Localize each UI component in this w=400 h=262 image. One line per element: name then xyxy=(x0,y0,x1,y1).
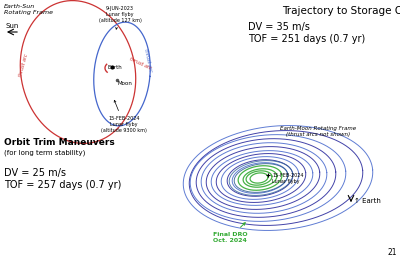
Text: TOF = 257 days (0.7 yr): TOF = 257 days (0.7 yr) xyxy=(4,180,121,190)
Text: Earth-Sun
Rotating Frame: Earth-Sun Rotating Frame xyxy=(4,4,53,15)
Text: 9-JUN-2023
Lunar flyby
(altitude 127 km): 9-JUN-2023 Lunar flyby (altitude 127 km) xyxy=(98,6,142,29)
Text: thrust arc: thrust arc xyxy=(18,53,30,77)
Text: Trajectory to Storage Orbit: Trajectory to Storage Orbit xyxy=(282,6,400,16)
Text: TOF = 251 days (0.7 yr): TOF = 251 days (0.7 yr) xyxy=(248,34,365,44)
Text: DV = 25 m/s: DV = 25 m/s xyxy=(4,168,66,178)
Text: Orbit Trim Maneuvers: Orbit Trim Maneuvers xyxy=(4,138,115,147)
Text: Earth: Earth xyxy=(107,65,122,70)
Text: thrust arc: thrust arc xyxy=(129,57,152,71)
Text: 15-FEB-2024
Lunar flyby
(altitude 9300 km): 15-FEB-2024 Lunar flyby (altitude 9300 k… xyxy=(101,100,147,133)
Text: Earth-Moon Rotating Frame
(thrust arcs not shown): Earth-Moon Rotating Frame (thrust arcs n… xyxy=(280,126,356,137)
Text: ↑ Earth: ↑ Earth xyxy=(354,198,381,204)
Text: Sun: Sun xyxy=(6,23,19,29)
Text: 15-FEB-2024
Lunar flyby: 15-FEB-2024 Lunar flyby xyxy=(272,173,304,184)
Text: Final DRO
Oct. 2024: Final DRO Oct. 2024 xyxy=(213,223,247,243)
Text: Moon: Moon xyxy=(118,81,133,86)
Text: DV = 35 m/s: DV = 35 m/s xyxy=(248,22,310,32)
Text: 21: 21 xyxy=(388,248,397,257)
Text: (for long term stability): (for long term stability) xyxy=(4,150,85,156)
Text: thrust arc: thrust arc xyxy=(143,48,153,72)
